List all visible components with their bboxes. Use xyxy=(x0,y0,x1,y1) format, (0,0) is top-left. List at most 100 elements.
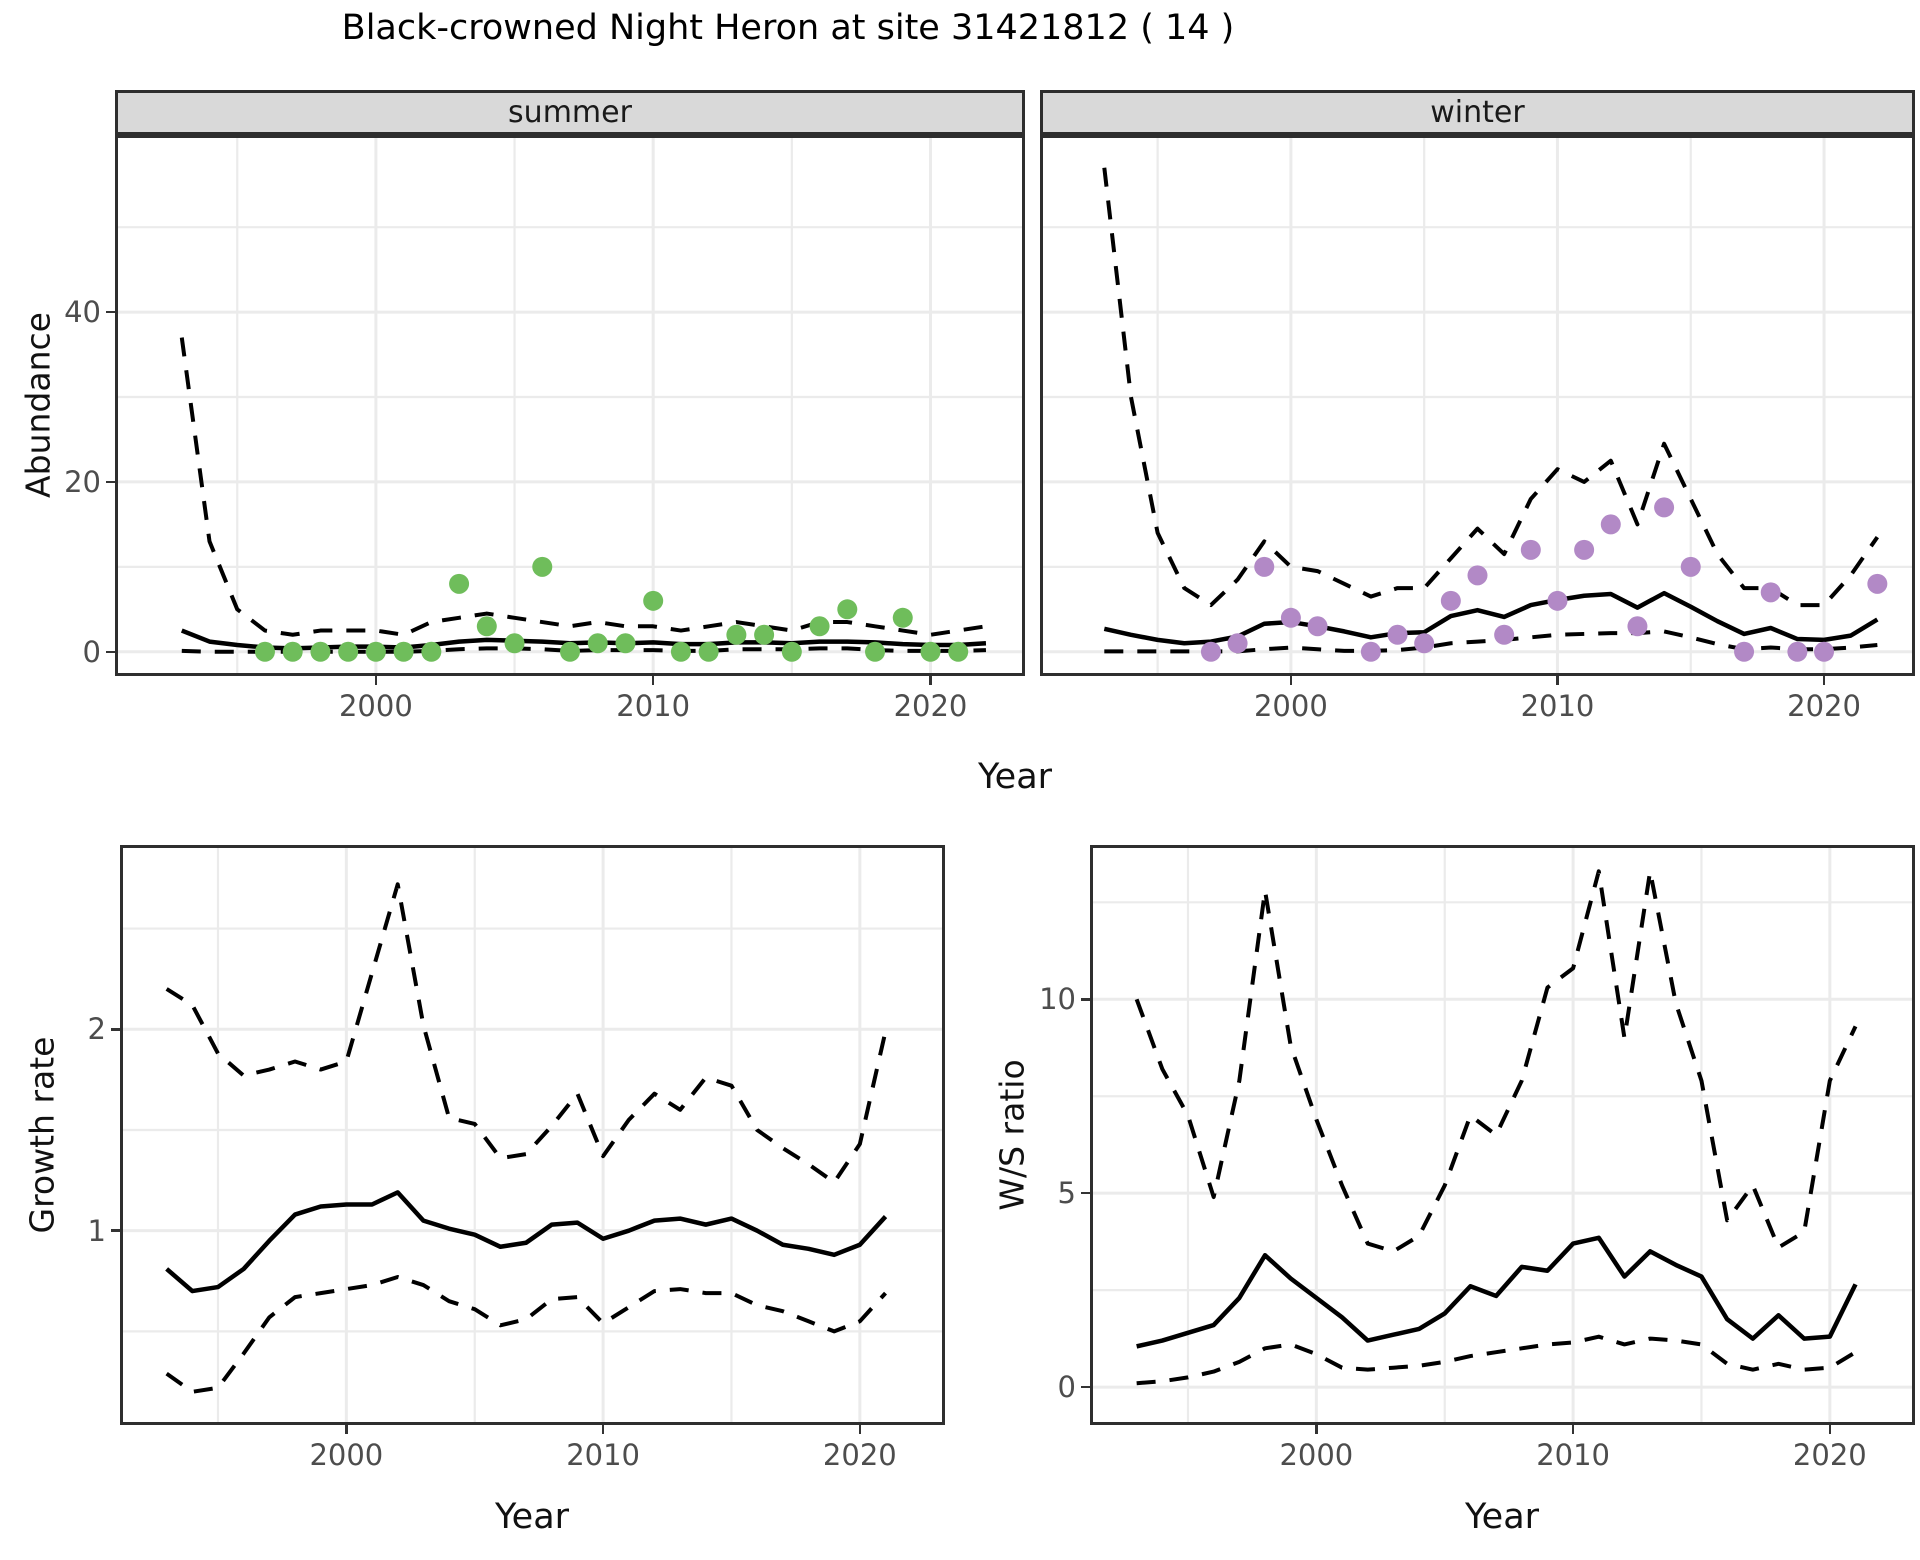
x-tick-mark xyxy=(858,1425,862,1434)
summer_abundance-observation-point xyxy=(338,641,359,662)
summer_abundance-observation-point xyxy=(560,641,580,662)
summer_abundance-observation-point xyxy=(254,641,275,662)
winter_abundance-observation-point xyxy=(1734,641,1755,662)
summer_abundance-observation-point xyxy=(837,599,858,620)
summer_abundance-observation-point xyxy=(865,641,886,662)
winter_abundance-observation-point xyxy=(1360,641,1381,662)
y-tick-label: 10 xyxy=(1039,982,1076,1017)
y-tick-mark xyxy=(106,650,115,654)
x-tick-mark xyxy=(651,676,655,685)
x-tick-mark xyxy=(601,1425,605,1434)
x-tick-label: 2000 xyxy=(309,1438,384,1472)
winter_abundance-observation-point xyxy=(1387,624,1408,645)
summer_abundance-observation-point xyxy=(476,616,497,637)
y-tick-label: 0 xyxy=(82,634,101,669)
winter_abundance-observation-point xyxy=(1680,556,1701,577)
facet-strip-summer: summer xyxy=(115,90,1025,135)
summer_abundance-observation-point xyxy=(920,641,941,662)
growth-rate-year-axis-title: Year xyxy=(494,1497,570,1537)
summer_abundance-observation-point xyxy=(310,641,331,662)
ws-ratio-year-axis-title: Year xyxy=(1464,1497,1540,1537)
plot-title: Black-crowned Night Heron at site 314218… xyxy=(341,8,1235,48)
abundance-axis-title: Abundance xyxy=(18,312,58,498)
growth-rate-plot xyxy=(120,845,945,1425)
winter_abundance-observation-point xyxy=(1814,641,1835,662)
summer_abundance-observation-point xyxy=(532,556,553,577)
summer_abundance-median-line xyxy=(180,628,987,651)
winter_abundance-observation-point xyxy=(1254,556,1275,577)
y-tick-label: 1 xyxy=(87,1213,106,1248)
x-tick-label: 2020 xyxy=(822,1438,897,1472)
x-tick-label: 2010 xyxy=(616,689,691,723)
ws_ratio-median-line xyxy=(1136,1235,1858,1349)
summer_abundance-observation-point xyxy=(754,624,775,645)
y-tick-label: 0 xyxy=(1057,1370,1076,1405)
growth_rate-upper_ci-line xyxy=(165,882,888,1185)
ws_ratio-canvas xyxy=(1093,848,1912,1422)
facet-strip-summer-label: summer xyxy=(508,95,632,130)
x-tick-mark xyxy=(1556,676,1559,685)
x-tick-mark xyxy=(1289,676,1293,685)
y-tick-label: 40 xyxy=(64,295,101,330)
summer_abundance-observation-point xyxy=(421,641,442,662)
y-tick-label: 2 xyxy=(87,1012,106,1047)
summer-abundance-plot xyxy=(115,135,1025,676)
y-tick-label: 5 xyxy=(1057,1176,1076,1211)
winter_abundance-observation-point xyxy=(1600,514,1621,535)
summer_abundance-observation-point xyxy=(449,573,470,594)
summer_abundance-observation-point xyxy=(726,624,747,645)
winter_abundance-observation-point xyxy=(1280,607,1301,628)
x-tick-label: 2020 xyxy=(1787,689,1861,723)
y-tick-mark xyxy=(106,310,115,314)
winter_abundance-observation-point xyxy=(1627,616,1648,637)
top-year-axis-title: Year xyxy=(977,757,1053,797)
summer_abundance-observation-point xyxy=(670,641,691,662)
winter_abundance-observation-point xyxy=(1494,624,1515,645)
summer_abundance-observation-point xyxy=(504,633,525,654)
winter_abundance-observation-point xyxy=(1574,539,1595,560)
summer_abundance-observation-point xyxy=(587,633,608,654)
winter-abundance-plot xyxy=(1040,135,1915,676)
winter_abundance-observation-point xyxy=(1467,565,1488,586)
x-tick-label: 2000 xyxy=(1279,1438,1354,1472)
winter_abundance-observation-point xyxy=(1440,590,1461,611)
winter_abundance-observation-point xyxy=(1547,590,1568,611)
winter_abundance-median-line xyxy=(1103,590,1879,646)
growth_rate-lower_ci-line xyxy=(165,1274,887,1394)
summer_abundance-observation-point xyxy=(643,590,664,611)
winter_abundance-observation-point xyxy=(1520,539,1541,560)
summer_abundance-observation-point xyxy=(698,641,719,662)
growth_rate-median-line xyxy=(165,1190,888,1294)
winter_abundance-upper_ci-line xyxy=(1102,167,1879,608)
x-tick-label: 2010 xyxy=(1520,689,1595,723)
x-tick-mark xyxy=(929,676,932,685)
summer_abundance-canvas xyxy=(118,138,1022,673)
summer_abundance-observation-point xyxy=(393,641,414,662)
y-tick-mark xyxy=(1081,1191,1090,1195)
winter_abundance-observation-point xyxy=(1787,641,1808,662)
ws_ratio-upper_ci-line xyxy=(1134,869,1858,1254)
x-tick-label: 2020 xyxy=(1792,1438,1867,1472)
summer_abundance-observation-point xyxy=(892,607,913,628)
y-tick-mark xyxy=(111,1229,120,1232)
summer_abundance-observation-point xyxy=(365,641,386,662)
x-tick-label: 2020 xyxy=(893,689,968,723)
x-tick-mark xyxy=(345,1425,348,1434)
ws-ratio-plot xyxy=(1090,845,1915,1425)
x-tick-label: 2010 xyxy=(1536,1438,1610,1472)
winter_abundance-observation-point xyxy=(1867,573,1888,594)
y-tick-mark xyxy=(1081,1385,1090,1389)
growth_rate-canvas xyxy=(123,848,942,1422)
x-tick-mark xyxy=(1822,676,1826,685)
winter_abundance-observation-point xyxy=(1760,582,1781,603)
winter_abundance-observation-point xyxy=(1307,616,1328,637)
facet-strip-winter: winter xyxy=(1040,90,1915,135)
winter_abundance-observation-point xyxy=(1654,497,1675,518)
y-tick-label: 20 xyxy=(64,464,101,499)
ws-ratio-axis-title: W/S ratio xyxy=(992,1059,1032,1211)
y-tick-mark xyxy=(1081,998,1090,1001)
summer_abundance-observation-point xyxy=(809,616,830,637)
x-tick-label: 2000 xyxy=(338,689,413,723)
summer_abundance-observation-point xyxy=(615,633,636,654)
